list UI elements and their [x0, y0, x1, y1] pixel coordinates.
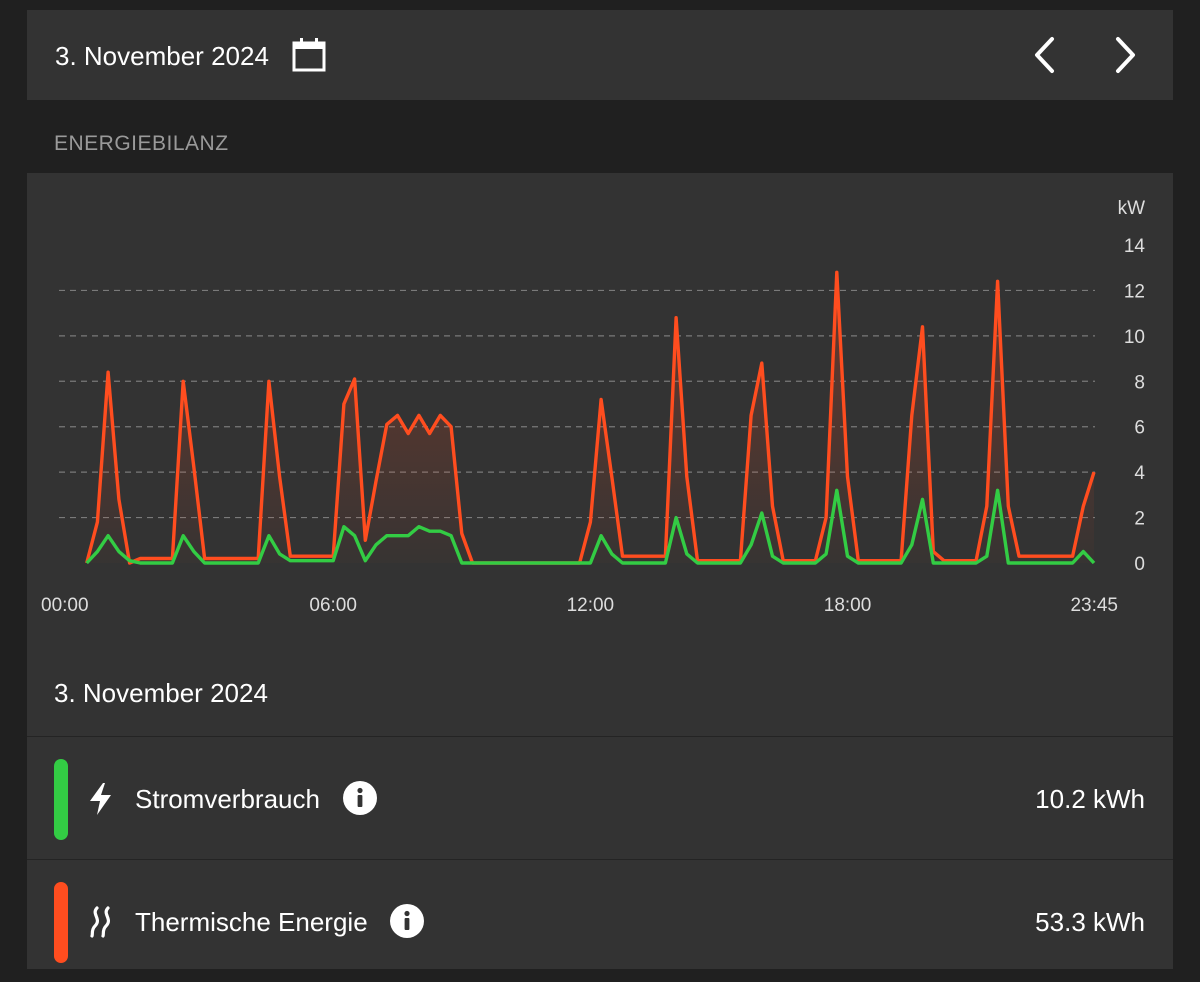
- x-tick-label: 12:00: [567, 595, 615, 616]
- summary-date-label: 3. November 2024: [54, 678, 268, 708]
- y-axis-unit-label: kW: [1118, 198, 1146, 219]
- series-color-bar: [54, 882, 68, 963]
- y-tick-label: 4: [1134, 463, 1145, 484]
- info-icon[interactable]: [390, 904, 424, 938]
- series-color-bar: [54, 759, 68, 840]
- summary-row-thermische-energie[interactable]: Thermische Energie 53.3 kWh: [27, 859, 1173, 982]
- summary-row-value: 53.3 kWh: [1035, 907, 1145, 937]
- y-tick-label: 8: [1134, 372, 1145, 393]
- y-tick-label: 0: [1134, 554, 1145, 575]
- energy-chart: 0 2 4 6 8 10 12 14 kW 00:00 06:00 12:00 18:00 23:45: [41, 198, 1146, 616]
- summary-row-label: Stromverbrauch: [135, 784, 320, 814]
- chevron-left-icon[interactable]: [1024, 34, 1066, 76]
- summary-row-value: 10.2 kWh: [1035, 784, 1145, 814]
- calendar-icon[interactable]: [291, 37, 327, 73]
- summary-row-label: Thermische Energie: [135, 907, 368, 937]
- summary-panel: 3. November 2024 Stromverbrauch 10.2 kWh: [27, 640, 1173, 969]
- y-tick-label: 14: [1124, 236, 1146, 257]
- x-tick-label: 23:45: [1070, 595, 1118, 616]
- y-tick-label: 2: [1134, 509, 1145, 530]
- lightning-icon: [87, 782, 115, 816]
- energy-chart-panel: 0 2 4 6 8 10 12 14 kW 00:00 06:00 12:00 18:00 23:45: [27, 173, 1173, 640]
- y-tick-label: 6: [1134, 418, 1145, 439]
- header-date-label: 3. November 2024: [55, 41, 269, 71]
- date-header: 3. November 2024: [27, 10, 1173, 100]
- x-tick-label: 00:00: [41, 595, 89, 616]
- summary-row-stromverbrauch[interactable]: Stromverbrauch 10.2 kWh: [27, 736, 1173, 859]
- y-tick-label: 10: [1124, 327, 1145, 348]
- x-tick-label: 18:00: [824, 595, 872, 616]
- heat-waves-icon: [87, 905, 115, 939]
- chevron-right-icon[interactable]: [1104, 34, 1146, 76]
- section-title: ENERGIEBILANZ: [54, 132, 229, 155]
- x-tick-label: 06:00: [309, 595, 357, 616]
- info-icon[interactable]: [343, 781, 377, 815]
- thermal-energy-series-line: [85, 270, 1096, 565]
- electricity-series-line: [85, 488, 1096, 565]
- y-tick-label: 12: [1124, 281, 1145, 302]
